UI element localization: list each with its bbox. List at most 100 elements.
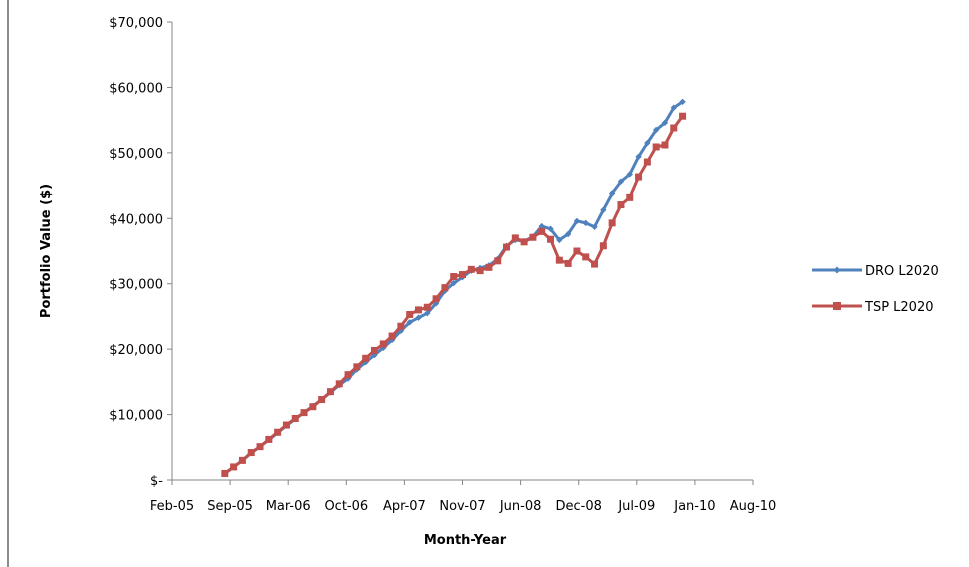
x-tick-label: Apr-07: [383, 499, 426, 514]
data-point: [643, 158, 651, 166]
data-point: [573, 217, 581, 225]
y-tick-label: $-: [150, 474, 163, 489]
data-point: [300, 409, 308, 417]
data-point: [547, 225, 554, 232]
x-tick-label: Jan-10: [673, 499, 715, 514]
data-point: [353, 363, 361, 371]
data-point: [679, 112, 687, 120]
data-point: [503, 243, 511, 251]
x-tick-label: Sep-05: [207, 499, 253, 514]
data-point: [397, 322, 405, 330]
data-point: [635, 153, 642, 160]
data-point: [406, 319, 413, 326]
data-point: [670, 124, 678, 132]
data-point: [538, 227, 546, 235]
data-point: [564, 230, 572, 238]
data-point: [318, 396, 326, 404]
data-point: [626, 193, 634, 201]
data-point: [556, 236, 563, 244]
data-point: [326, 388, 334, 396]
data-point: [652, 143, 660, 151]
data-point: [291, 414, 299, 422]
x-tick-label: Feb-05: [150, 499, 194, 514]
data-point: [573, 247, 581, 255]
data-point: [344, 371, 352, 379]
data-point: [652, 126, 660, 134]
data-point: [370, 346, 378, 354]
data-point: [529, 233, 537, 241]
data-point: [520, 238, 528, 246]
data-point: [450, 273, 458, 281]
data-point: [599, 242, 607, 250]
data-point: [459, 271, 466, 279]
data-point: [221, 469, 229, 477]
data-point: [230, 463, 238, 471]
data-point: [608, 190, 616, 197]
x-tick-label: Mar-06: [266, 499, 311, 514]
data-point: [661, 119, 669, 126]
y-axis-title: Portfolio Value ($): [39, 184, 54, 318]
legend-item: TSP L2020: [812, 300, 934, 315]
legend-marker: [833, 302, 841, 310]
series-layer: [221, 98, 687, 477]
data-point: [309, 403, 317, 411]
data-point: [247, 449, 255, 457]
data-point: [547, 235, 555, 243]
data-point: [635, 173, 643, 181]
data-point: [282, 421, 290, 429]
legend-item: DRO L2020: [812, 264, 939, 279]
legend: DRO L2020 TSP L2020: [812, 264, 939, 315]
data-point: [406, 310, 414, 318]
y-tick-label: $20,000: [109, 343, 163, 358]
data-point: [424, 309, 431, 317]
data-point: [626, 171, 633, 178]
data-point: [661, 141, 669, 149]
data-point: [432, 295, 440, 303]
data-point: [511, 234, 519, 242]
data-point: [600, 206, 607, 213]
data-point: [476, 267, 484, 275]
legend-label: DRO L2020: [865, 264, 939, 279]
data-point: [582, 219, 589, 227]
data-point: [414, 306, 422, 314]
data-point: [415, 314, 422, 321]
data-point: [679, 98, 686, 106]
x-axis-ticks: Feb-05 Sep-05 Mar-06 Oct-06 Apr-07 Nov-07 Jun-…: [150, 480, 776, 514]
y-tick-label: $50,000: [109, 147, 163, 162]
data-point: [388, 332, 396, 340]
data-point: [450, 279, 457, 287]
data-point: [608, 219, 616, 227]
data-point: [617, 201, 625, 209]
legend-marker: [833, 266, 841, 274]
data-point: [256, 443, 264, 451]
data-point: [423, 303, 431, 311]
data-point: [644, 139, 651, 147]
data-point: [494, 257, 502, 265]
x-tick-label: Aug-10: [730, 499, 777, 514]
data-point: [591, 260, 599, 268]
data-point: [265, 435, 273, 443]
data-point: [591, 223, 598, 230]
x-tick-label: Jul-09: [617, 499, 655, 514]
data-point: [564, 259, 572, 267]
y-tick-label: $30,000: [109, 278, 163, 293]
data-point: [335, 380, 343, 388]
data-point: [379, 340, 387, 348]
data-point: [238, 456, 246, 464]
data-point: [555, 256, 563, 264]
x-tick-label: Oct-06: [324, 499, 368, 514]
data-point: [538, 222, 545, 230]
y-tick-label: $40,000: [109, 212, 163, 227]
data-point: [582, 253, 590, 261]
y-axis-ticks: $- $10,000 $20,000 $30,000 $40,000 $50,000 $60…: [109, 16, 172, 489]
y-tick-label: $10,000: [109, 409, 163, 424]
y-tick-label: $60,000: [109, 81, 163, 96]
data-point: [441, 284, 449, 292]
data-point: [670, 104, 677, 111]
data-point: [274, 428, 282, 436]
x-tick-label: Dec-08: [556, 499, 602, 514]
data-point: [467, 265, 475, 273]
x-tick-label: Jun-08: [499, 499, 542, 514]
data-point: [617, 178, 625, 185]
